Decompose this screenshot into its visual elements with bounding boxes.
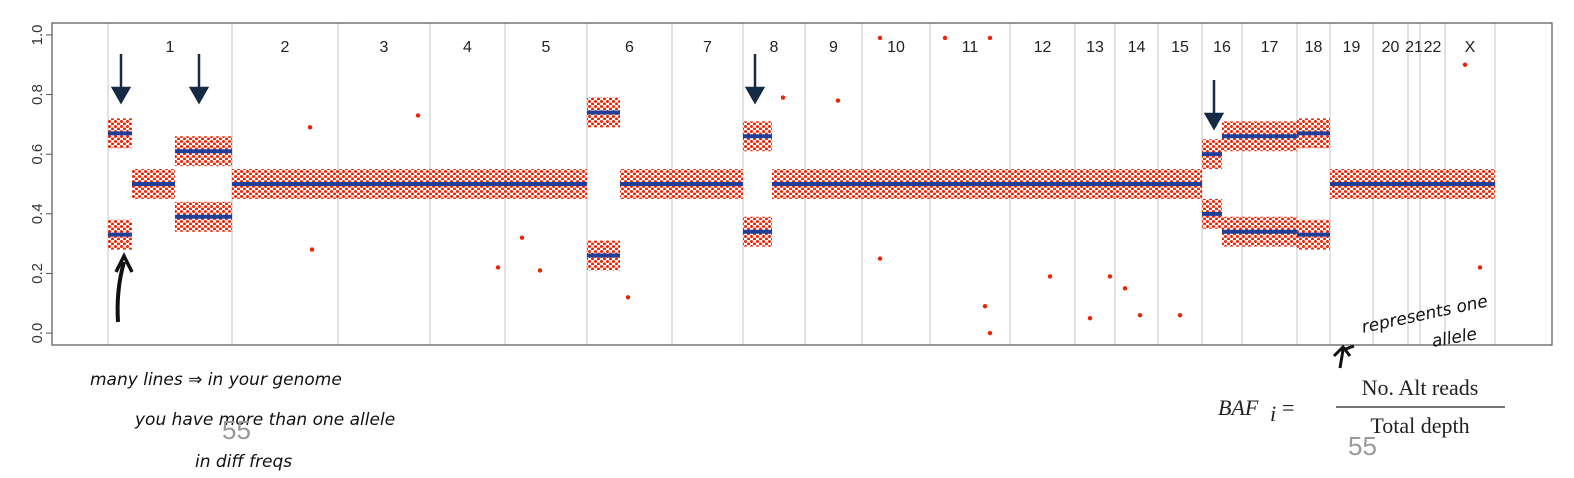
note: you have more than one allele (134, 410, 395, 430)
outlier-point (415, 113, 421, 118)
y-tick-label: 0.0 (29, 323, 46, 344)
chromosome-label: 8 (770, 39, 779, 56)
chromosome-label: 10 (887, 39, 905, 56)
outlier-point (537, 268, 543, 273)
chromosome-label: 2 (281, 39, 290, 56)
outlier-point (877, 256, 883, 261)
y-tick-label: 0.8 (29, 84, 46, 105)
outlier-point (942, 35, 948, 41)
y-tick-label: 0.6 (29, 144, 46, 165)
outlier-point (1047, 274, 1053, 279)
outlier-point (625, 295, 631, 300)
outlier-point (835, 98, 841, 103)
outlier-point (987, 35, 993, 41)
outlier-point (495, 265, 501, 270)
chromosome-label: 20 (1382, 39, 1400, 56)
chromosome-label: 4 (463, 39, 472, 56)
chromosome-label: 22 (1424, 39, 1442, 56)
chromosome-label: 3 (380, 39, 389, 56)
outlier-point (1177, 312, 1183, 318)
outlier-point (982, 304, 988, 309)
chromosome-label: 5 (542, 39, 551, 56)
note: allele (1430, 324, 1478, 352)
chromosome-label: 6 (625, 39, 634, 56)
outlier-point (519, 235, 525, 240)
chromosome-label: X (1465, 39, 1476, 56)
note: in diff freqs (195, 452, 292, 472)
outlier-point (307, 125, 313, 130)
outlier-point (780, 95, 786, 100)
chromosome-label: 14 (1128, 39, 1146, 56)
plot-frame (51, 22, 1553, 346)
chromosome-label: 1 (166, 39, 175, 56)
formula-equals: = (1282, 395, 1294, 420)
outlier-point (1477, 265, 1483, 270)
formula-numerator: No. Alt reads (1362, 375, 1479, 400)
chromosome-label: 9 (829, 39, 838, 56)
page-number: 55 (222, 415, 251, 445)
chromosome-label: 17 (1261, 39, 1279, 56)
chromosome-label: 21 (1405, 39, 1423, 56)
outlier-point (1087, 315, 1093, 321)
formula-lhs: BAF (1218, 395, 1259, 420)
chromosome-label: 16 (1213, 39, 1231, 56)
chromosome-label: 7 (703, 39, 712, 56)
note: many lines ⇒ in your genome (90, 370, 342, 390)
outlier-point (877, 35, 883, 41)
outlier-point (1462, 62, 1468, 67)
formula-denominator: Total depth (1370, 413, 1469, 438)
chromosome-label: 18 (1305, 39, 1323, 56)
outlier-point (1107, 274, 1113, 279)
outlier-point (1122, 286, 1128, 291)
chromosome-label: 11 (962, 39, 979, 56)
chromosome-label: 19 (1343, 39, 1361, 56)
arrows (110, 54, 1355, 369)
y-tick-label: 0.4 (29, 203, 46, 224)
chromosome-label: 13 (1086, 39, 1104, 56)
outlier-point (309, 247, 315, 252)
y-tick-label: 0.2 (29, 263, 46, 284)
outlier-point (987, 330, 993, 336)
chromosome-label: 15 (1171, 39, 1189, 56)
page-number: 55 (1348, 431, 1377, 461)
y-tick-label: 1.0 (29, 24, 46, 45)
outlier-point (1137, 312, 1143, 318)
chromosome-label: 12 (1034, 39, 1052, 56)
formula-subscript: i (1270, 401, 1276, 426)
